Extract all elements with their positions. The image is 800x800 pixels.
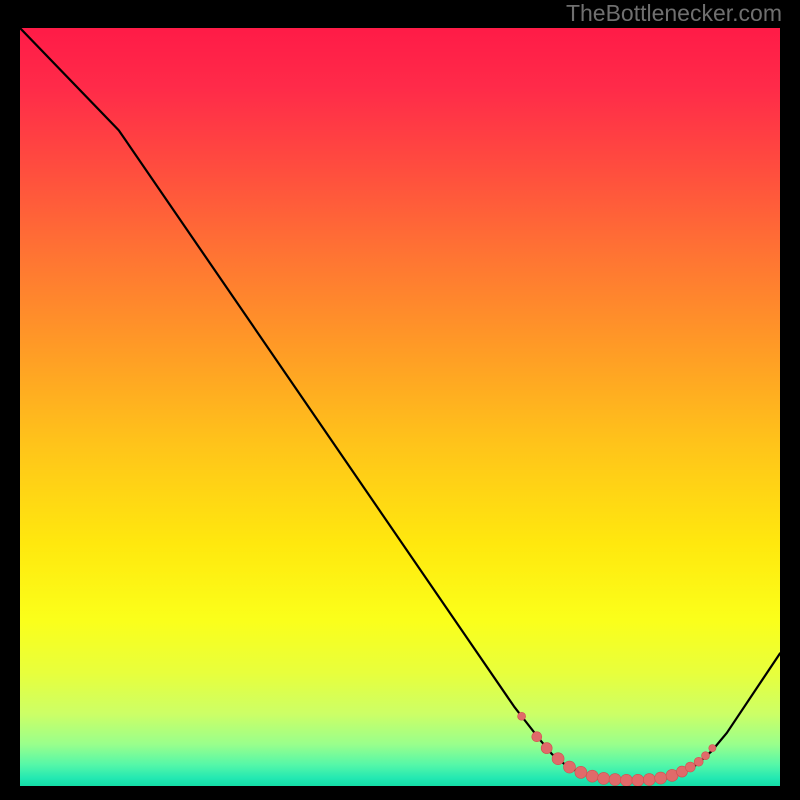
- marker-point: [632, 774, 644, 786]
- marker-point: [655, 772, 667, 784]
- marker-point: [552, 753, 564, 765]
- curve-layer: [20, 28, 780, 786]
- marker-point: [694, 757, 703, 766]
- marker-point: [709, 745, 716, 752]
- marker-point: [620, 774, 632, 786]
- marker-point: [586, 770, 598, 782]
- plot-area: [20, 28, 780, 786]
- marker-point: [598, 772, 610, 784]
- watermark-text: TheBottlenecker.com: [566, 0, 782, 27]
- marker-point: [702, 752, 710, 760]
- marker-point: [643, 774, 655, 786]
- marker-point: [518, 712, 526, 720]
- marker-point: [563, 761, 575, 773]
- curve-markers: [518, 712, 716, 786]
- marker-point: [685, 762, 695, 772]
- marker-point: [609, 774, 621, 786]
- curve-line: [20, 28, 780, 781]
- marker-point: [575, 766, 587, 778]
- chart-frame: [20, 28, 780, 786]
- marker-point: [532, 732, 542, 742]
- marker-point: [541, 743, 552, 754]
